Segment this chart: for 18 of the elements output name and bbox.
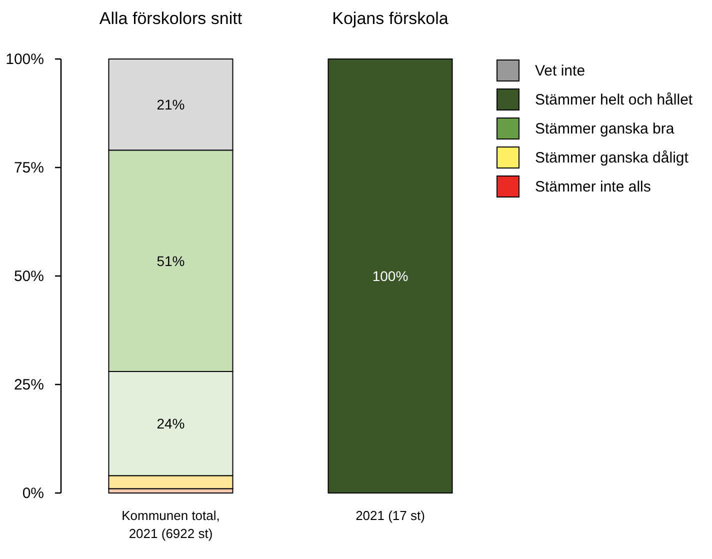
data-label: 21% — [156, 96, 185, 113]
x-tick-label: 2021 (17 st) — [356, 508, 425, 523]
x-tick-label: Kommunen total, 2021 (6922 st) — [122, 508, 220, 541]
legend-label: Stämmer inte alls — [535, 178, 651, 196]
data-label: 100% — [372, 268, 408, 284]
text: Kojans förskola — [332, 9, 449, 28]
y-tick-label: 25% — [14, 376, 44, 394]
y-tick-label: 100% — [6, 50, 44, 68]
legend-label: Vet inte — [535, 62, 586, 80]
y-tick-label: 50% — [14, 268, 44, 285]
legend-label: Stämmer ganska bra — [535, 120, 675, 138]
text: Alla förskolors snitt — [99, 9, 242, 28]
data-label: 24% — [156, 416, 185, 432]
legend-label: Stämmer ganska dåligt — [535, 150, 690, 166]
data-label: 51% — [156, 252, 185, 269]
y-tick-label: 0% — [22, 484, 44, 502]
legend-label: Stämmer helt och hållet — [535, 92, 694, 108]
y-tick-label: 75% — [14, 159, 44, 176]
